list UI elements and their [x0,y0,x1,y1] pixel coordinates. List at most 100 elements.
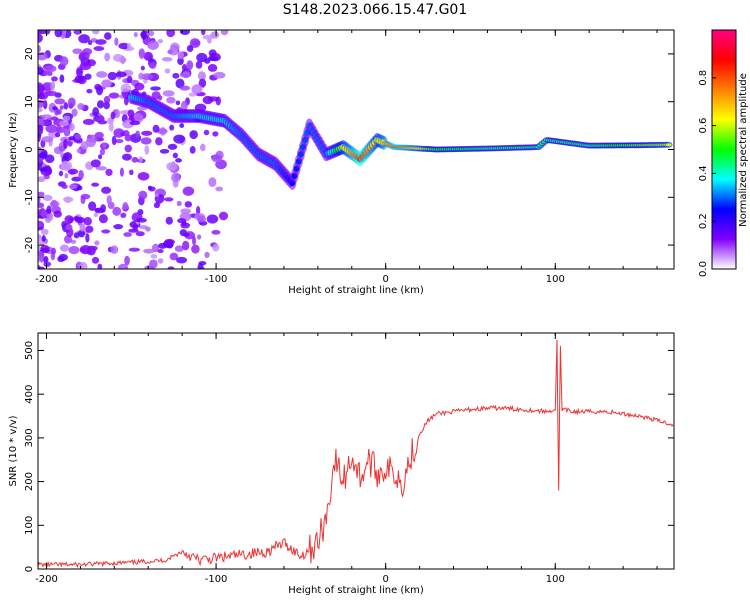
noise-blob [64,173,69,179]
noise-blob [143,248,155,254]
snr-y-label: SNR (10 * v/v) [8,415,19,486]
noise-blob [38,254,45,262]
noise-blob [149,259,158,269]
noise-blob [38,124,44,132]
noise-blob [159,148,170,154]
noise-blob [154,193,160,198]
noise-blob [120,55,126,65]
noise-blob [169,124,175,131]
noise-blob [45,90,58,97]
noise-blob [38,162,42,170]
noise-blob [176,256,188,264]
noise-blob [38,44,41,54]
noise-blob [38,222,43,228]
noise-blob [218,211,229,221]
noise-blob [92,30,100,35]
y-tick-label: -10 [24,189,35,205]
noise-blob [179,85,191,91]
noise-blob [52,106,58,111]
snr-y-ticks: 0 100 200 300 400 500 [24,341,674,572]
noise-blob [79,62,92,71]
noise-blob [138,48,146,59]
noise-blob [67,168,79,175]
noise-blob [98,214,108,224]
spectrogram-x-ticks: -200 -100 0 100 [35,30,658,285]
noise-blob [184,201,193,208]
snr-panel: -200 -100 0 100 0 100 200 300 400 500 Height of … [8,332,675,596]
noise-blob [132,223,139,231]
noise-blob [87,40,93,46]
noise-blob [44,154,55,163]
noise-blob [180,208,192,214]
noise-blob [173,174,180,179]
noise-blob [38,33,43,43]
noise-blob [165,216,173,225]
noise-blob [180,222,191,229]
colorbar-tick-label: 0.0 [698,261,709,277]
noise-blob [84,73,92,80]
noise-blob [77,102,85,110]
noise-blob [42,194,53,201]
noise-blob [133,31,138,38]
noise-blob [38,107,43,113]
noise-blob [141,73,154,81]
noise-blob [135,231,145,237]
noise-blob [106,195,112,205]
noise-blob [114,37,119,46]
spectrogram-x-label: Height of straight line (km) [288,285,424,296]
y-tick-label: 100 [24,516,35,535]
noise-blob [126,42,132,51]
noise-blob [93,46,105,52]
noise-blob [122,130,130,137]
noise-blob [67,97,76,108]
noise-blob [103,95,111,104]
noise-blob [54,132,61,138]
noise-blob [202,35,214,40]
noise-blob [161,57,173,62]
noise-blob [175,158,183,163]
noise-blob [54,98,65,105]
noise-blob [147,185,152,190]
noise-blob [147,40,159,50]
noise-blob [123,232,132,237]
noise-blob [64,215,74,224]
noise-blob [61,184,68,189]
noise-blob [98,114,105,124]
noise-blob [38,99,45,108]
noise-blob [91,245,98,251]
noise-blob [212,243,220,252]
noise-blob [175,78,185,89]
noise-blob [166,30,176,38]
noise-blob [59,56,69,67]
colorbar-bar [711,29,737,270]
noise-blob [107,117,114,125]
noise-blob [41,70,53,76]
noise-blob [153,202,160,209]
x-tick-label: 0 [382,574,388,585]
noise-blob [144,145,150,155]
noise-blob [211,154,223,163]
x-tick-label: 100 [546,274,565,285]
noise-blob [120,83,132,94]
noise-blob [182,240,190,251]
noise-blob [181,64,187,72]
noise-blob [202,95,214,105]
noise-blob [155,137,163,146]
noise-blob [173,134,186,144]
noise-blob [59,74,65,83]
noise-blob [40,210,48,218]
noise-blob [174,245,184,252]
noise-blob [76,67,83,78]
noise-blob [136,217,147,223]
noise-blob [79,223,86,232]
noise-blob [76,185,83,191]
noise-blob [208,177,217,187]
noise-blob [211,229,221,235]
noise-blob [167,49,173,54]
noise-blob [197,71,206,81]
noise-blob [88,201,97,212]
x-tick-label: -200 [35,574,58,585]
noise-blob [197,215,206,223]
noise-blob [38,191,45,198]
